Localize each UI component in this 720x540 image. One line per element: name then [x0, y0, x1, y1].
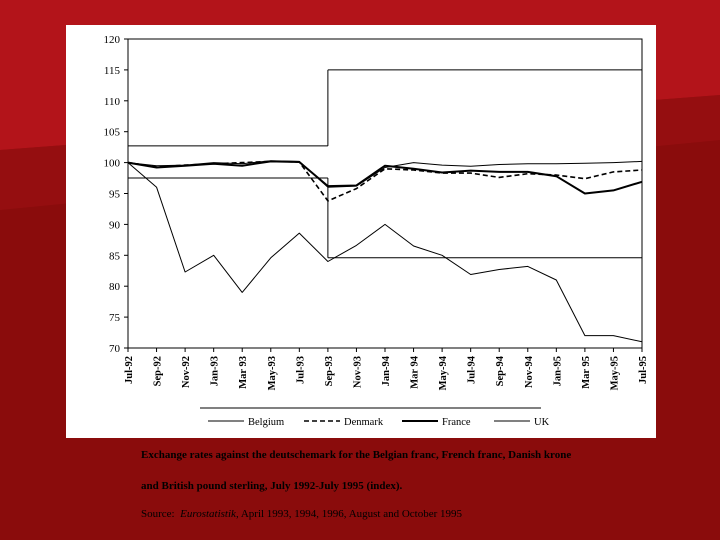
x-tick-label-5: May-93 — [267, 356, 278, 390]
x-tick-label-14: Nov-94 — [524, 355, 535, 388]
x-tick-label-0: Jul-92 — [124, 356, 135, 384]
legend-label-denmark: Denmark — [344, 417, 384, 428]
source-prefix: Source: — [141, 508, 175, 520]
y-tick-label-100: 100 — [104, 158, 121, 170]
x-tick-label-8: Nov-93 — [352, 356, 363, 388]
series-line-uk — [127, 162, 643, 343]
line-chart: 70 75 80 85 90 95 100 105 110 115 120 Jul-92 Sep-92… — [104, 34, 650, 428]
series-line-belgium — [127, 160, 643, 188]
x-tick-label-15: Jan-95 — [552, 356, 563, 386]
x-tick-label-12: Jul-94 — [467, 355, 478, 384]
series-line-france — [127, 160, 643, 195]
x-tick-label-2: Nov-92 — [181, 356, 192, 388]
x-tick-label-10: Mar 94 — [410, 355, 421, 389]
y-tick-label-105: 105 — [104, 127, 121, 139]
y-tick-label-85: 85 — [109, 250, 121, 262]
legend-label-france: France — [442, 417, 471, 428]
y-tick-label-95: 95 — [109, 189, 121, 201]
legend-label-uk: UK — [534, 417, 550, 428]
chart-panel: 70 75 80 85 90 95 100 105 110 115 120 Jul-92 Sep-92… — [66, 25, 656, 438]
y-tick-label-75: 75 — [109, 312, 121, 324]
x-tick-label-18: Jul-95 — [638, 356, 649, 384]
series-line-denmark — [127, 160, 643, 202]
x-tick-label-7: Sep-93 — [324, 356, 335, 386]
source-note: Source: Eurostatistik, April 1993, 1994,… — [141, 508, 701, 520]
plot-frame — [127, 38, 643, 349]
y-tick-label-70: 70 — [109, 343, 121, 355]
source-suffix: , April 1993, 1994, 1996, August and Oct… — [235, 508, 463, 520]
x-tick-label-6: Jul-93 — [295, 356, 306, 384]
x-tick-label-11: May-94 — [438, 355, 449, 390]
figure-caption-line-2: and British pound sterling, July 1992-Ju… — [141, 480, 403, 492]
figure-caption-line-1: Exchange rates against the deutschemark … — [141, 449, 572, 461]
x-tick-label-13: Sep-94 — [495, 355, 506, 386]
x-tick-label-9: Jan-94 — [381, 355, 392, 386]
y-tick-label-80: 80 — [109, 281, 121, 293]
y-tick-label-110: 110 — [104, 96, 121, 108]
y-tick-label-115: 115 — [104, 65, 121, 77]
x-tick-label-17: May-95 — [609, 356, 620, 390]
y-tick-label-90: 90 — [109, 219, 121, 231]
source-publication: Eurostatistik — [180, 508, 236, 520]
y-tick-label-120: 120 — [104, 34, 121, 46]
x-tick-label-3: Jan-93 — [210, 356, 221, 386]
legend-label-belgium: Belgium — [248, 417, 284, 428]
x-tick-label-16: Mar 95 — [581, 356, 592, 389]
x-tick-label-4: Mar 93 — [238, 356, 249, 389]
x-tick-label-1: Sep-92 — [153, 356, 164, 386]
